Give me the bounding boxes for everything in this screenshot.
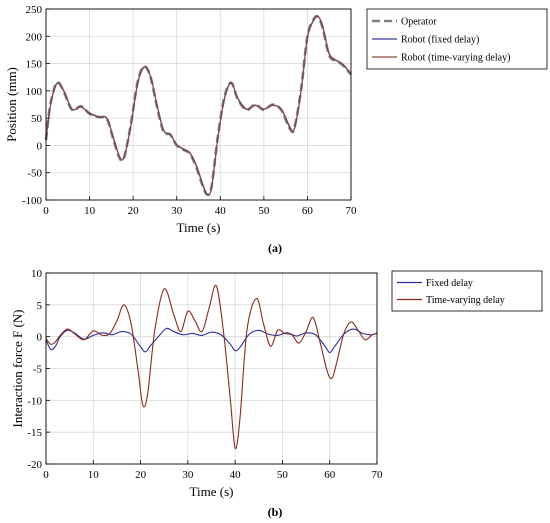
x-tick-label: 40	[230, 469, 242, 481]
y-tick-label: -5	[33, 364, 43, 376]
y-tick-label: 5	[37, 300, 43, 312]
x-tick-label: 30	[182, 469, 194, 481]
x-tick-label: 60	[324, 469, 336, 481]
x-tick-label: 20	[128, 205, 140, 217]
x-tick-label: 20	[135, 469, 147, 481]
panel-label: (b)	[268, 505, 283, 519]
y-tick-label: -20	[27, 459, 42, 471]
series-line-b-1	[45, 284, 378, 450]
x-axis-label: Time (s)	[177, 220, 221, 235]
series-line-b-0	[45, 327, 378, 354]
x-tick-label: 30	[171, 205, 183, 217]
legend-box-b	[391, 270, 543, 312]
legend-label: Fixed delay	[426, 278, 473, 289]
legend-label: Time-varying delay	[426, 295, 505, 306]
legend-label: Robot (fixed delay)	[401, 35, 479, 46]
y-tick-label: -15	[27, 427, 42, 439]
y-tick-label: 0	[37, 140, 43, 152]
x-tick-label: 10	[88, 469, 100, 481]
x-tick-label: 60	[302, 205, 314, 217]
x-tick-label: 40	[215, 205, 227, 217]
legend-label: Operator	[401, 17, 437, 28]
x-tick-label: 0	[43, 205, 49, 217]
y-tick-label: -10	[27, 395, 42, 407]
x-tick-label: 70	[346, 205, 358, 217]
legend-label: Robot (time-varying delay)	[401, 53, 510, 64]
y-tick-label: -100	[22, 195, 43, 207]
axes-frame-a	[45, 8, 352, 201]
y-tick-label: 150	[26, 59, 43, 71]
series-line-a-2	[45, 15, 352, 196]
y-tick-label: 50	[31, 113, 43, 125]
y-tick-label: 200	[26, 31, 43, 43]
x-axis-label: Time (s)	[190, 484, 234, 499]
plot-area-a	[46, 9, 351, 200]
x-tick-label: 0	[43, 469, 49, 481]
panel-label: (a)	[268, 241, 282, 255]
y-tick-label: 100	[26, 86, 43, 98]
x-tick-label: 10	[84, 205, 96, 217]
x-tick-label: 70	[372, 469, 384, 481]
y-axis-label: Interaction force F (N)	[10, 309, 25, 427]
y-tick-label: 0	[37, 332, 43, 344]
x-tick-label: 50	[258, 205, 270, 217]
x-tick-label: 50	[277, 469, 289, 481]
y-tick-label: 250	[26, 4, 43, 16]
y-axis-label: Position (mm)	[4, 67, 19, 142]
y-tick-label: 10	[31, 268, 43, 280]
y-tick-label: -50	[27, 168, 42, 180]
